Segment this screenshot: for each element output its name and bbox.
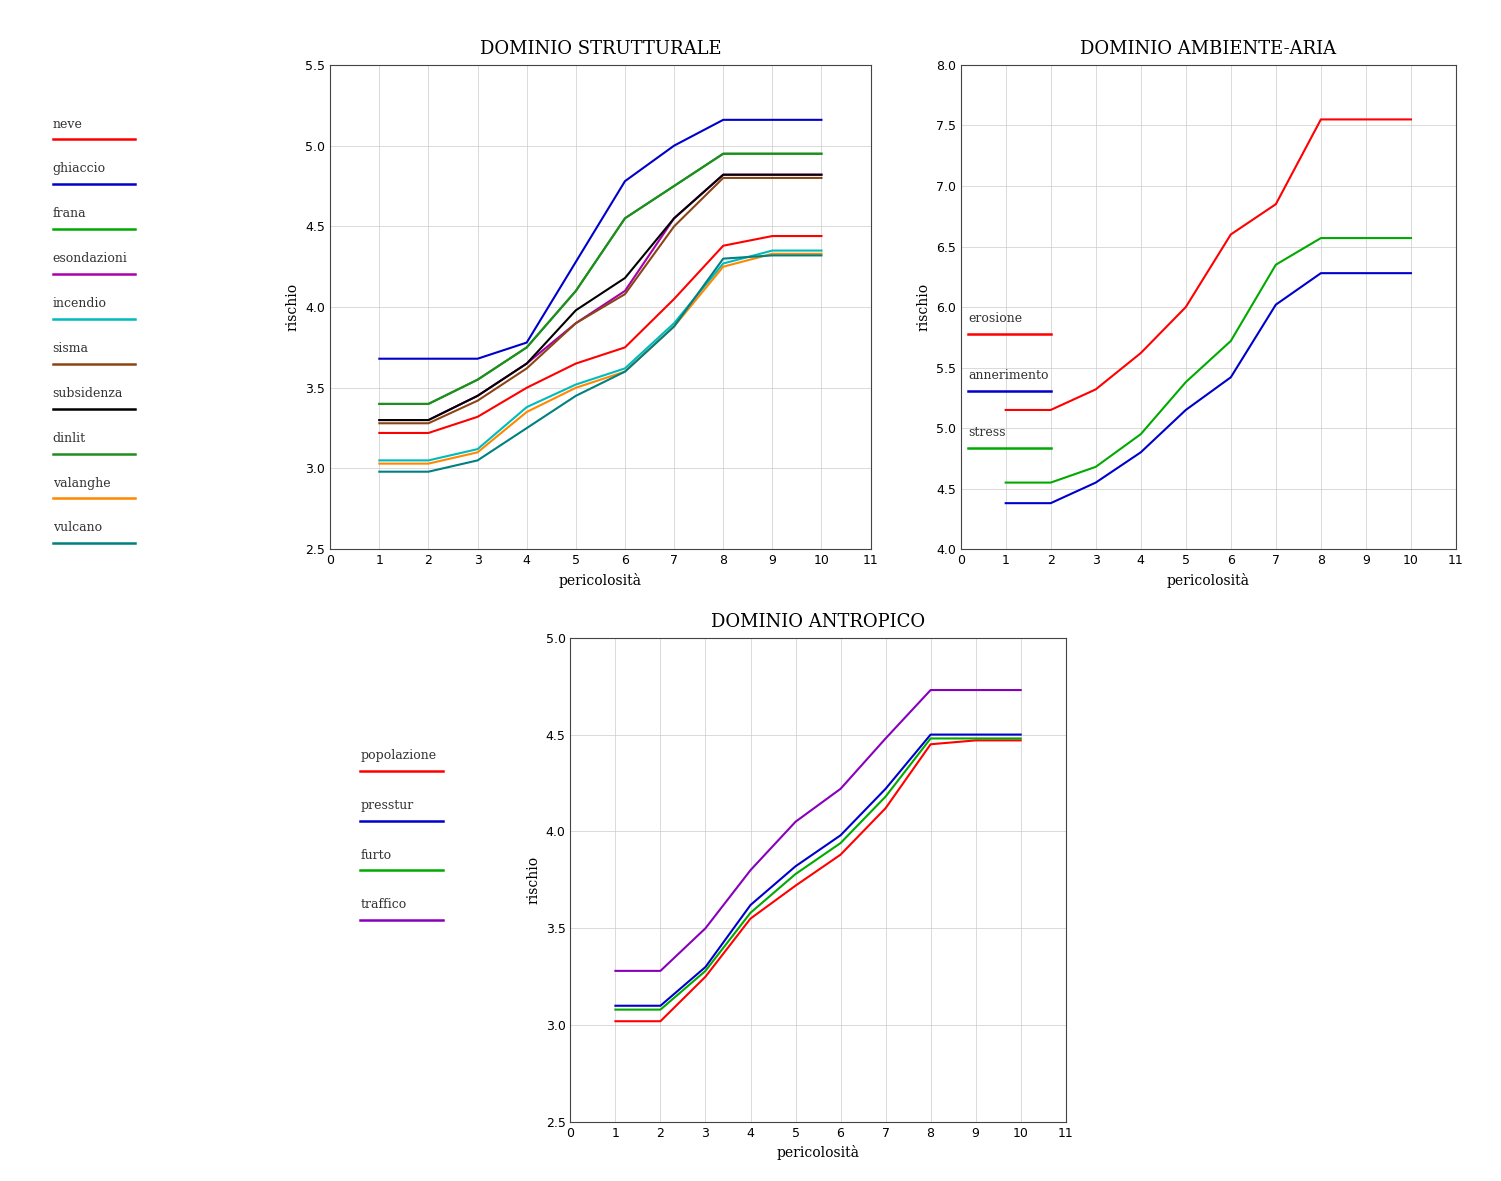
Text: valanghe: valanghe: [53, 476, 110, 490]
X-axis label: pericolosità: pericolosità: [1166, 573, 1250, 588]
Text: esondazioni: esondazioni: [53, 252, 128, 266]
Text: popolazione: popolazione: [360, 749, 437, 763]
Text: sisma: sisma: [53, 341, 89, 355]
Text: neve: neve: [53, 117, 83, 131]
Text: subsidenza: subsidenza: [53, 386, 123, 400]
Text: dinlit: dinlit: [53, 431, 86, 445]
Text: incendio: incendio: [53, 296, 107, 311]
Text: annerimento: annerimento: [968, 368, 1049, 383]
Text: stress: stress: [968, 425, 1006, 439]
X-axis label: pericolosità: pericolosità: [776, 1146, 860, 1161]
Title: DOMINIO ANTROPICO: DOMINIO ANTROPICO: [711, 613, 925, 631]
Y-axis label: rischio: rischio: [525, 856, 540, 903]
Title: DOMINIO AMBIENTE-ARIA: DOMINIO AMBIENTE-ARIA: [1081, 40, 1336, 58]
Text: presstur: presstur: [360, 798, 413, 813]
Title: DOMINIO STRUTTURALE: DOMINIO STRUTTURALE: [480, 40, 720, 58]
Y-axis label: rischio: rischio: [916, 283, 931, 331]
Text: traffico: traffico: [360, 898, 407, 912]
Y-axis label: rischio: rischio: [285, 283, 300, 331]
Text: erosione: erosione: [968, 312, 1022, 326]
Text: ghiaccio: ghiaccio: [53, 162, 105, 176]
X-axis label: pericolosità: pericolosità: [558, 573, 642, 588]
Text: frana: frana: [53, 207, 86, 221]
Text: vulcano: vulcano: [53, 521, 102, 535]
Text: furto: furto: [360, 848, 392, 862]
